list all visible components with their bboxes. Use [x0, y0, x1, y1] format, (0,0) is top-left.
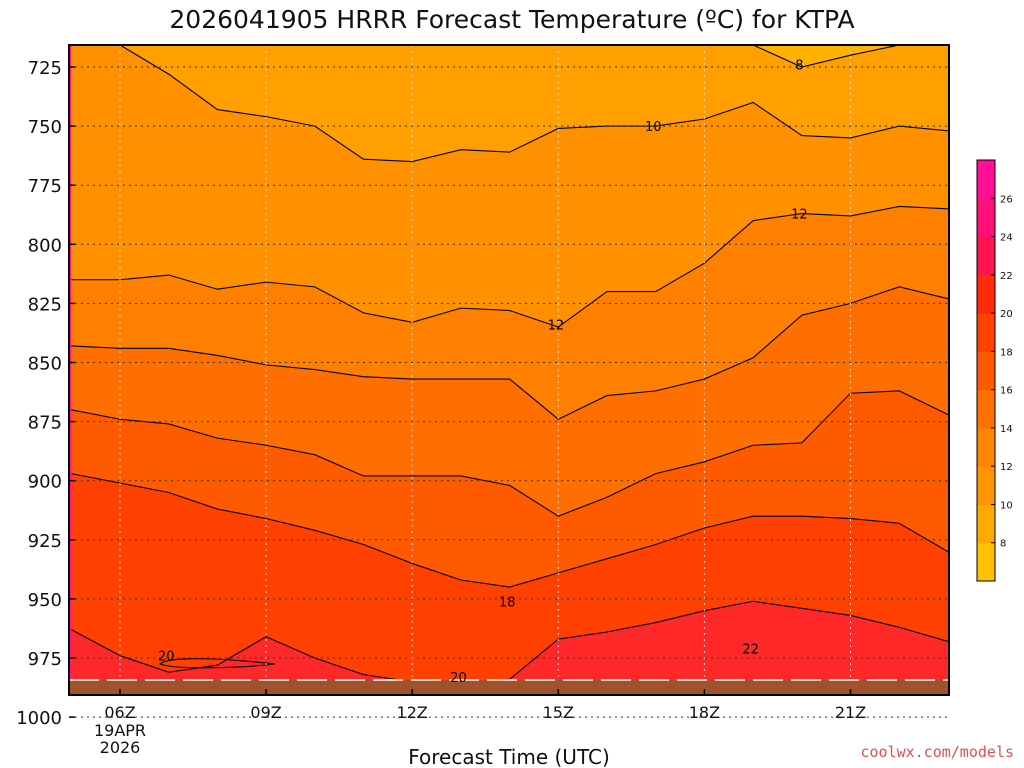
contour-label: 12: [791, 208, 808, 223]
y-tick-label: 750: [28, 117, 62, 138]
colorbar-label: 8: [1000, 539, 1006, 550]
colorbar-frame: [976, 159, 996, 582]
colorbar-label: 22: [1000, 271, 1013, 282]
colorbar-swatch: [977, 274, 995, 314]
contour-label: 22: [742, 643, 759, 658]
x-tick-label: 15Z: [543, 703, 574, 722]
contour-label: 8: [795, 59, 803, 74]
colorbar: 8 10 12 14 16 18 20 22 24 26: [976, 159, 1013, 582]
contour-line-12: [71, 390, 949, 517]
x-tick-label: 06Z: [104, 703, 135, 722]
colorbar-swatch: [977, 427, 995, 467]
x-tick-sublabel: 2026: [100, 738, 141, 757]
colorbar-swatch: [977, 236, 995, 276]
y-tick-label: 975: [28, 649, 62, 670]
y-tick-label: 950: [28, 590, 62, 611]
contour-label: 18: [499, 595, 516, 610]
contour-line-9: [119, 45, 948, 163]
y-tick-label: 925: [28, 531, 62, 552]
x-tick-label: 21Z: [835, 703, 866, 722]
y-tick-label: 875: [28, 413, 62, 434]
x-axis-label: Forecast Time (UTC): [408, 745, 610, 768]
colorbar-swatch: [977, 542, 995, 582]
contour-line-13: [71, 473, 949, 588]
colorbar-swatch: [977, 313, 995, 352]
y-axis: 725 750 775 800 825 850 875 900 925 950 975 1000: [16, 58, 75, 729]
x-tick-label: 09Z: [250, 703, 281, 722]
contour-line-11: [71, 286, 949, 420]
y-tick-label: 775: [28, 176, 62, 197]
x-tick-label: 12Z: [397, 703, 428, 722]
colorbar-swatch: [977, 466, 995, 505]
contour-line-10: [71, 205, 948, 328]
y-tick-label: 1000: [16, 708, 62, 729]
contour-label: 20: [450, 671, 467, 686]
contour-labels: 8 10 12 12 18 20 20 22: [158, 59, 808, 686]
band-8: [753, 45, 948, 67]
colorbar-label: 18: [1000, 347, 1013, 358]
y-tick-label: 900: [28, 472, 62, 493]
plot-frame: [68, 44, 950, 696]
colorbar-swatch: [977, 504, 995, 544]
band-9: [120, 45, 948, 162]
y-tick-label: 850: [28, 354, 62, 375]
closed-contour: [158, 658, 276, 669]
x-tick-label: 18Z: [689, 703, 720, 722]
surface-ground: [69, 679, 949, 695]
colorbar-swatch: [977, 198, 995, 238]
colorbar-label: 24: [1000, 233, 1013, 244]
gridlines: [69, 45, 949, 718]
colorbar-swatch: [977, 351, 995, 391]
colorbar-swatch: [977, 389, 995, 429]
surface-band: [69, 680, 949, 695]
contour-line-8: [752, 45, 948, 68]
colorbar-label: 26: [1000, 194, 1013, 205]
chart-title: 2026041905 HRRR Forecast Temperature (ºC…: [169, 5, 854, 34]
credit-text: coolwx.com/models: [860, 743, 1014, 761]
contour-label: 12: [548, 319, 565, 334]
y-tick-label: 825: [28, 294, 62, 315]
colorbar-label: 16: [1000, 386, 1013, 397]
y-tick-label: 725: [28, 58, 62, 79]
temperature-fills: [69, 45, 949, 695]
colorbar-label: 20: [1000, 309, 1013, 320]
colorbar-swatch: [977, 160, 995, 199]
colorbar-label: 12: [1000, 462, 1013, 473]
x-tick-sublabel: 19APR: [94, 721, 146, 740]
contour-label: 20: [158, 650, 175, 665]
y-tick-label: 800: [28, 235, 62, 256]
colorbar-label: 14: [1000, 424, 1013, 435]
colorbar-label: 10: [1000, 500, 1013, 511]
contour-label: 10: [645, 120, 662, 135]
